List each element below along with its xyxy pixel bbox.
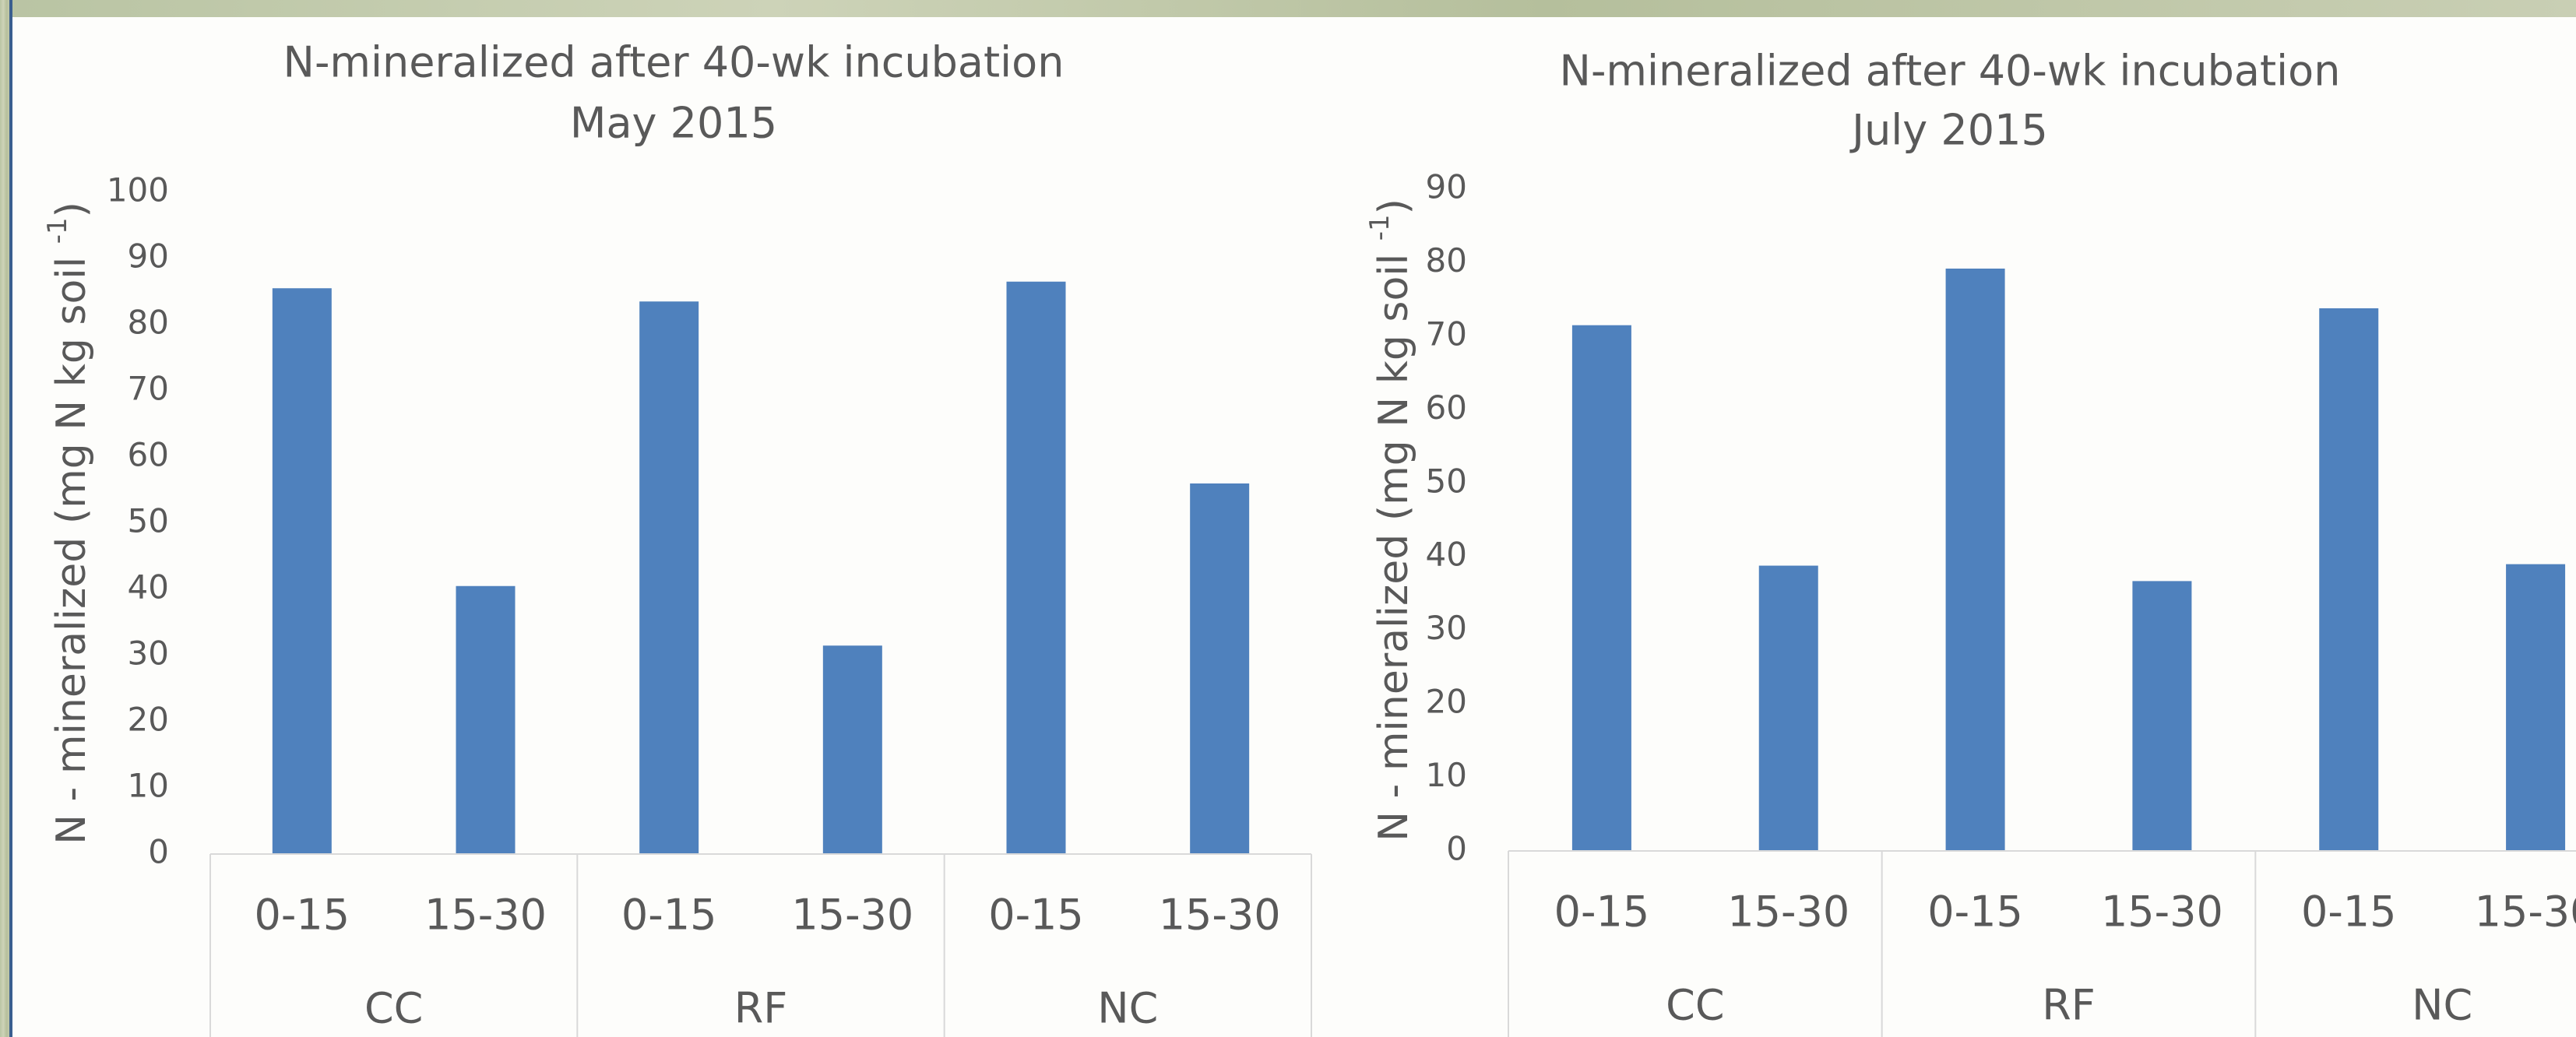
- bar: [1007, 282, 1066, 854]
- chart-title: N-mineralized after 40-wk incubation: [283, 38, 1065, 87]
- bar: [639, 301, 699, 854]
- x-group-label: CC: [364, 984, 423, 1033]
- y-tick-label: 60: [128, 436, 169, 474]
- x-tick-label: 15-30: [424, 891, 547, 940]
- x-tick-label: 0-15: [2301, 888, 2397, 937]
- background: [0, 0, 2576, 1037]
- bar: [1946, 269, 2005, 851]
- x-tick-label: 0-15: [988, 891, 1084, 940]
- y-tick-label: 30: [1426, 609, 1467, 647]
- header-texture: [0, 0, 2576, 17]
- y-tick-label: 0: [148, 833, 169, 871]
- y-tick-label: 40: [1426, 536, 1467, 574]
- x-tick-label: 15-30: [2101, 888, 2223, 937]
- y-tick-label: 20: [1426, 683, 1467, 721]
- x-group-label: NC: [1097, 984, 1158, 1033]
- y-tick-label: 20: [128, 701, 169, 739]
- screenshot: N-mineralized after 40-wk incubation May …: [0, 0, 2576, 1037]
- x-tick-label: 0-15: [621, 891, 717, 940]
- bar: [273, 288, 332, 854]
- x-group-label: RF: [2042, 981, 2096, 1030]
- y-axis-label-superscript: -1: [1364, 214, 1395, 241]
- y-axis-label-superscript: -1: [42, 217, 73, 244]
- y-tick-label: 50: [1426, 462, 1467, 500]
- chart-subtitle: July 2015: [1849, 106, 2048, 155]
- y-tick-label: 10: [128, 767, 169, 805]
- y-axis-label: N - mineralized (mg N kg soil -1): [1364, 199, 1418, 842]
- x-tick-label: 15-30: [1159, 891, 1281, 940]
- x-group-label: NC: [2412, 981, 2472, 1030]
- x-tick-label: 15-30: [791, 891, 913, 940]
- page: N-mineralized after 40-wk incubation May …: [0, 0, 2576, 1037]
- bar: [2506, 564, 2565, 851]
- bar: [1572, 325, 1631, 851]
- y-tick-label: 70: [128, 370, 169, 408]
- y-tick-label: 30: [128, 635, 169, 673]
- x-tick-label: 15-30: [2475, 888, 2576, 937]
- y-tick-label: 0: [1446, 830, 1467, 868]
- bar: [2132, 581, 2191, 851]
- y-axis-label-text: N - mineralized (mg N kg soil: [1371, 241, 1417, 842]
- x-tick-label: 15-30: [1727, 888, 1849, 937]
- y-tick-label: 90: [128, 237, 169, 276]
- x-tick-label: 0-15: [1554, 888, 1650, 937]
- bar: [823, 645, 882, 854]
- y-axis-label-closing: ): [1371, 199, 1417, 214]
- y-axis-label-closing: ): [48, 202, 95, 217]
- x-tick-label: 0-15: [1927, 888, 2023, 937]
- y-tick-label: 80: [1426, 241, 1467, 279]
- y-tick-label: 90: [1426, 168, 1467, 206]
- y-tick-label: 80: [128, 304, 169, 342]
- x-group-label: CC: [1666, 981, 1724, 1030]
- chart-title: N-mineralized after 40-wk incubation: [1560, 47, 2341, 96]
- x-group-label: RF: [734, 984, 788, 1033]
- y-tick-label: 70: [1426, 315, 1467, 353]
- chart-subtitle: May 2015: [570, 99, 777, 148]
- left-texture: [0, 0, 11, 1037]
- y-tick-label: 50: [128, 502, 169, 540]
- y-tick-label: 100: [107, 171, 169, 209]
- x-tick-label: 0-15: [255, 891, 350, 940]
- bar: [1759, 566, 1818, 851]
- y-tick-label: 10: [1426, 756, 1467, 794]
- y-tick-label: 60: [1426, 388, 1467, 427]
- y-axis-label-text: N - mineralized (mg N kg soil: [48, 244, 95, 845]
- bar: [1190, 483, 1249, 854]
- bar: [456, 586, 516, 854]
- y-tick-label: 40: [128, 568, 169, 606]
- bar: [2319, 308, 2378, 851]
- y-axis-label: N - mineralized (mg N kg soil -1): [42, 202, 96, 845]
